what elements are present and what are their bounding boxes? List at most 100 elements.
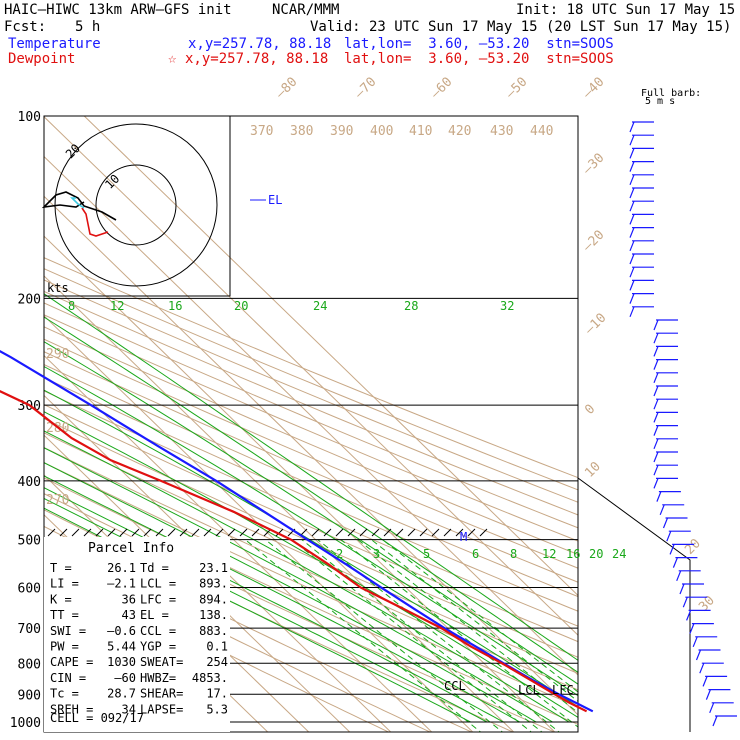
ccl-marker-label: CCL <box>444 679 466 693</box>
dry-adiabat-line <box>44 290 578 516</box>
parcel-param-value: –2.1 <box>107 577 136 591</box>
parcel-param-label: SWI = <box>50 624 86 638</box>
wind-barb-flag <box>629 161 635 172</box>
parcel-param-value: 883. <box>199 624 228 638</box>
wind-barb-flag <box>629 148 635 159</box>
hatch-mark <box>155 528 164 537</box>
barb-panel-edge <box>577 477 691 732</box>
moist-adiabat-line <box>44 447 553 723</box>
isotherm-label: 10 <box>582 459 604 481</box>
dry-adiabat-line <box>44 404 578 643</box>
hatch-mark <box>335 528 344 537</box>
hodograph-trace <box>41 191 117 221</box>
dry-adiabat-line <box>44 257 578 479</box>
wind-barb-flag <box>629 227 635 238</box>
wind-barb-flag <box>653 372 659 384</box>
wind-barb-flag <box>653 385 659 397</box>
parcel-param-value: 893. <box>199 577 228 591</box>
parcel-param-label: TT = <box>50 608 79 622</box>
isotherm-line <box>44 195 578 716</box>
isotherm-label: –40 <box>580 75 607 102</box>
wind-barb-flag <box>629 306 635 318</box>
parcel-param-value: 138. <box>199 608 228 622</box>
theta-label: 440 <box>530 124 553 139</box>
lcl-marker-label: LCL <box>518 683 540 697</box>
hatch-mark <box>371 528 380 537</box>
dewpoint-latlon: lat,lon= 3.60, –53.20 stn=SOOS <box>344 51 614 67</box>
parcel-param-value: 23.1 <box>199 561 228 575</box>
isotherm-line <box>44 275 515 732</box>
fcst-value: 5 h <box>75 19 101 35</box>
parcel-param-value: 26.1 <box>107 561 136 575</box>
wind-barb-flag <box>712 715 718 727</box>
barb-legend-line1: Full barb: <box>641 88 701 99</box>
wind-barb-flag <box>629 134 635 146</box>
mixing-ratio-label: 3 <box>373 547 380 561</box>
isotherm-label: 20 <box>682 536 704 558</box>
dry-adiabat-line <box>44 302 578 529</box>
wind-barb-flag <box>629 121 635 133</box>
wind-barb-flag <box>629 253 635 265</box>
dry-adiabat-line <box>44 432 578 674</box>
isotherm-label: 0 <box>582 402 598 418</box>
wind-barb-flag <box>653 464 659 476</box>
hatch-mark <box>467 528 476 537</box>
isotherm-line <box>44 116 578 636</box>
theta-label: 380 <box>290 124 313 139</box>
dewpoint-xy: x,y=257.78, 88.18 <box>185 51 329 67</box>
wind-barb-flag <box>653 319 659 331</box>
parcel-param-label: SREH = <box>50 702 93 716</box>
dry-adiabat-line <box>44 377 578 612</box>
dry-adiabat-line <box>44 477 578 725</box>
wind-barb-flag <box>629 280 635 291</box>
wind-barb-flag <box>689 623 695 634</box>
wind-barb-flag <box>659 504 665 516</box>
pressure-tick-label: 800 <box>18 657 41 672</box>
temperature-latlon: lat,lon= 3.60, –53.20 stn=SOOS <box>344 36 614 52</box>
mixing-ratio-label: 12 <box>542 547 556 561</box>
parcel-info-title: Parcel Info <box>88 541 174 556</box>
wind-barb-flag <box>702 676 708 687</box>
pressure-tick-label: 400 <box>18 475 41 490</box>
wind-barb-flag <box>653 398 659 410</box>
moist-adiabat-line <box>44 430 570 723</box>
temperature-xy: x,y=257.78, 88.18 <box>188 36 332 52</box>
wind-barb-flag <box>629 293 635 304</box>
wind-barb-flag <box>692 636 698 648</box>
mixing-ratio-line <box>370 539 578 702</box>
hatch-mark <box>215 528 224 537</box>
parcel-param-value: 1030 <box>107 655 136 669</box>
hodograph-ring-outer-label: 20 <box>63 141 83 161</box>
isotherm-label: –50 <box>503 75 530 102</box>
wind-barb-flag <box>679 583 685 595</box>
dry-adiabat-line <box>44 338 578 569</box>
wind-barb-flag <box>629 240 635 252</box>
wind-barb-flag <box>653 412 659 423</box>
wind-barb-flag <box>676 570 682 582</box>
isotherm-label: –70 <box>352 75 379 102</box>
hatch-mark <box>107 528 116 537</box>
hatch-mark <box>179 528 188 537</box>
dry-adiabat-line <box>44 446 578 691</box>
mixing-ratio-label: 6 <box>472 547 479 561</box>
dry-adiabat-line <box>44 462 578 708</box>
wind-barb-flag <box>629 174 635 186</box>
theta-label: 430 <box>490 124 513 139</box>
wind-barb-flag <box>629 266 635 278</box>
wind-barb-flag <box>695 649 702 661</box>
theta-e-label: 8 <box>68 299 75 313</box>
dewpoint-profile <box>0 390 588 713</box>
parcel-param-value: 28.7 <box>107 687 136 701</box>
parcel-param-value: 36 <box>122 592 136 606</box>
hatch-mark <box>119 528 128 537</box>
hatch-mark <box>59 528 68 537</box>
hatch-mark <box>311 528 320 537</box>
parcel-param-label: Td = <box>140 561 169 575</box>
hatch-mark <box>167 528 176 537</box>
parcel-param-label: CCL = <box>140 624 176 638</box>
wind-barb-flag <box>709 702 715 714</box>
hatch-mark <box>47 528 56 537</box>
plot-frame <box>43 115 579 733</box>
wind-barb-flag <box>653 359 659 370</box>
mixing-ratio-label: 16 <box>566 547 580 561</box>
